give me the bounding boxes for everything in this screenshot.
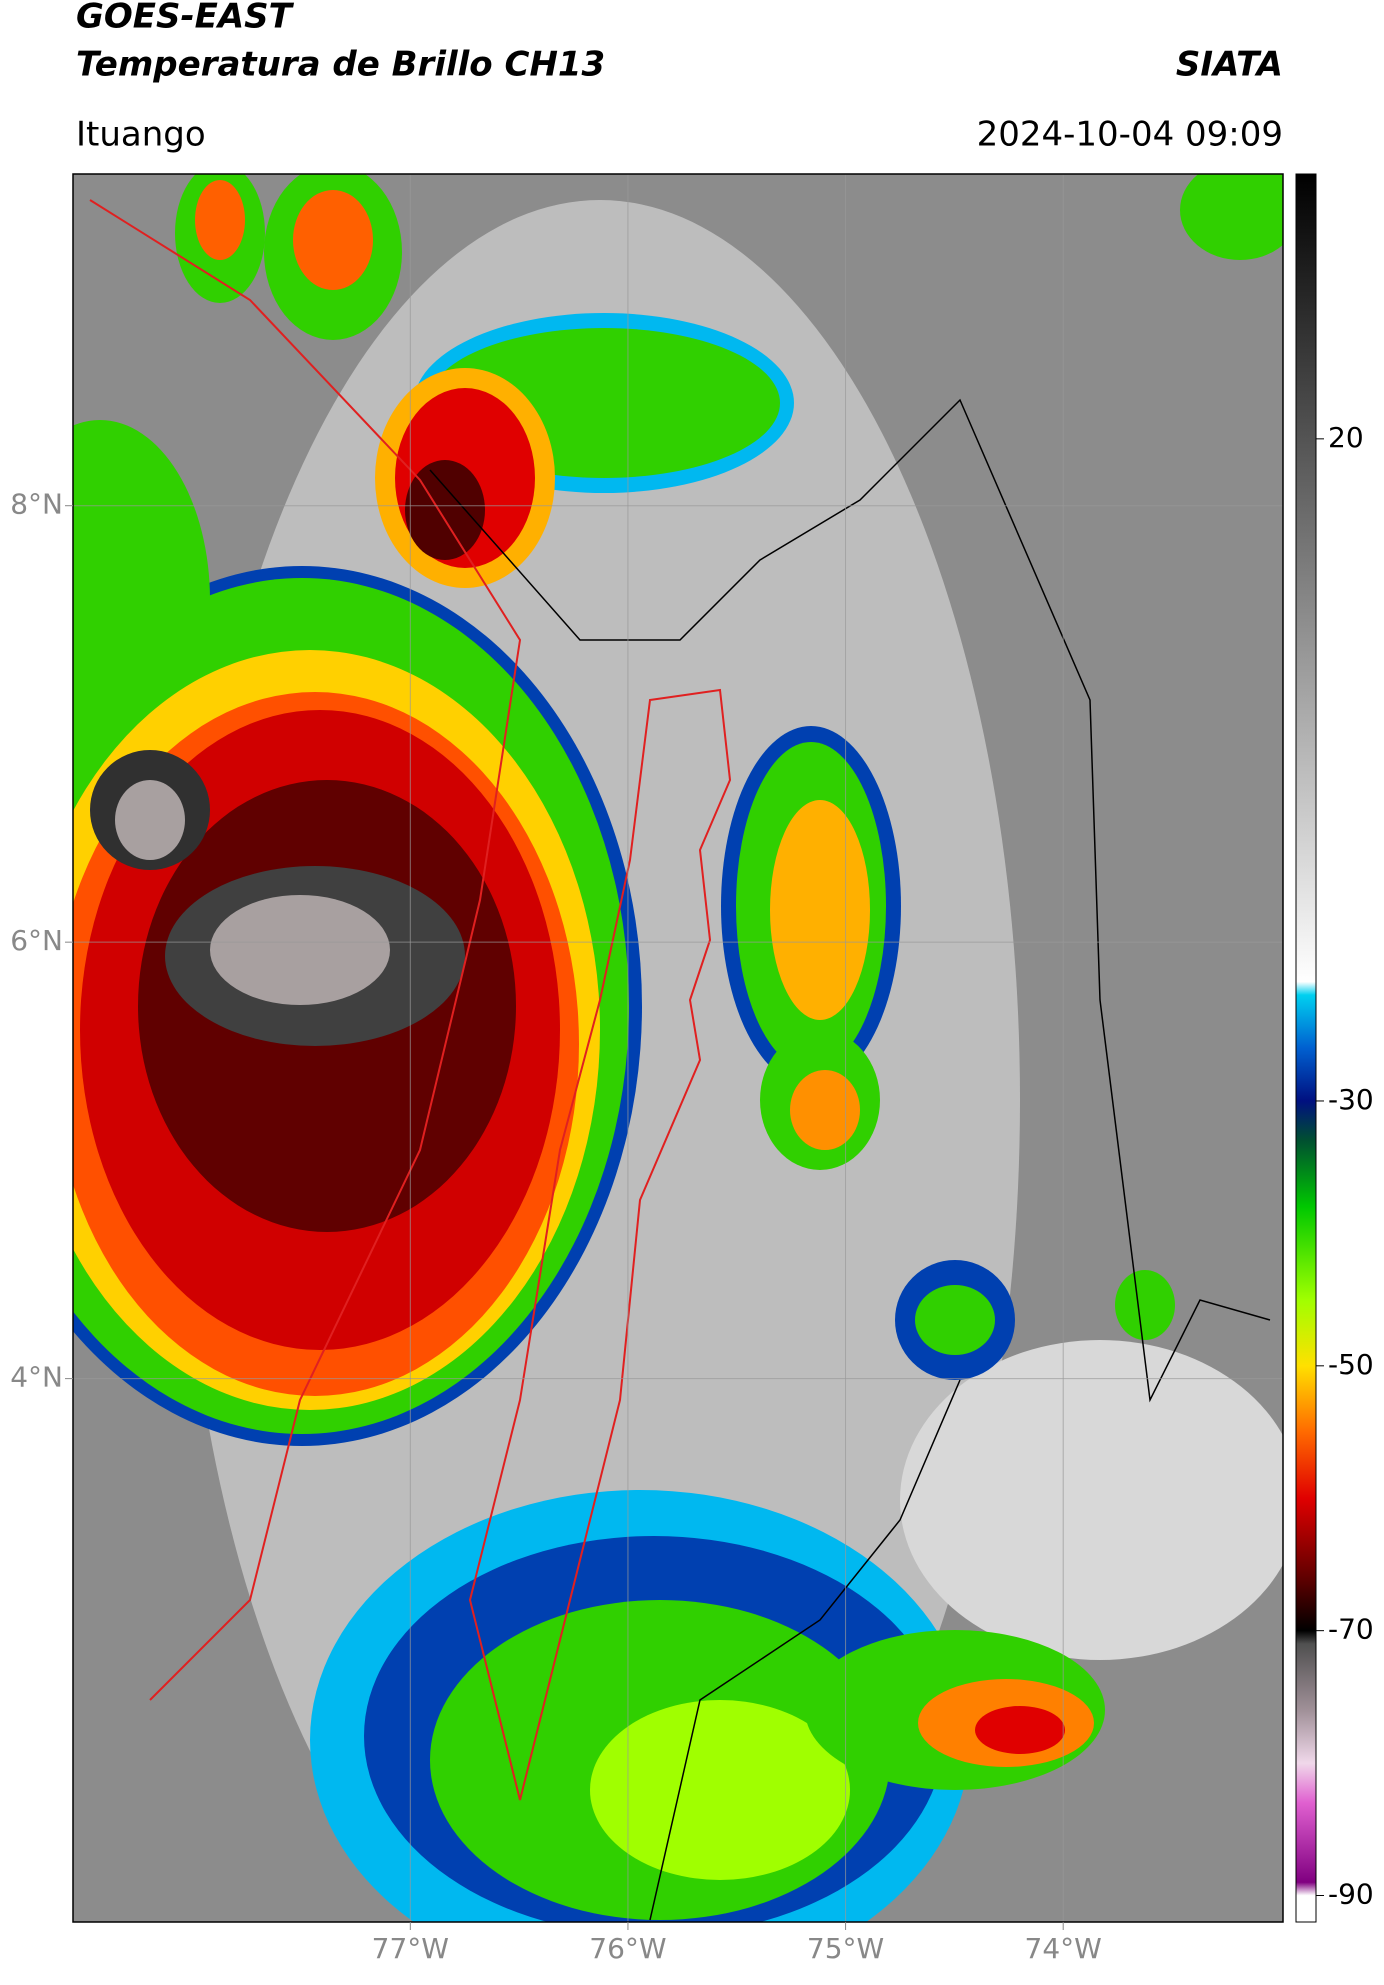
x-tick-label: 74°W <box>1025 1932 1102 1965</box>
y-tick-label: 8°N <box>10 488 63 521</box>
colorbar-tick-label: -70 <box>1328 1613 1374 1646</box>
datetime: 2024-10-04 09:09 <box>977 115 1283 155</box>
x-tick-label: 75°W <box>807 1932 884 1965</box>
satellite-image <box>73 174 1283 1922</box>
location: Ituango <box>76 115 206 155</box>
y-tick-label: 4°N <box>10 1361 63 1394</box>
colorbar-tick-label: 20 <box>1328 421 1364 454</box>
colorbar-tick-label: -90 <box>1328 1878 1374 1911</box>
brand: SIATA <box>1176 45 1283 85</box>
colorbar-tick-label: -30 <box>1328 1083 1374 1116</box>
title: GOES-EAST <box>76 0 295 37</box>
x-tick-label: 77°W <box>372 1932 449 1965</box>
map-frame <box>72 173 1284 1923</box>
subtitle: Temperatura de Brillo CH13 <box>76 45 605 85</box>
x-tick-label: 76°W <box>589 1932 666 1965</box>
colorbar-tick-label: -50 <box>1328 1348 1374 1381</box>
y-tick-label: 6°N <box>10 924 63 957</box>
colorbar <box>1295 173 1317 1923</box>
